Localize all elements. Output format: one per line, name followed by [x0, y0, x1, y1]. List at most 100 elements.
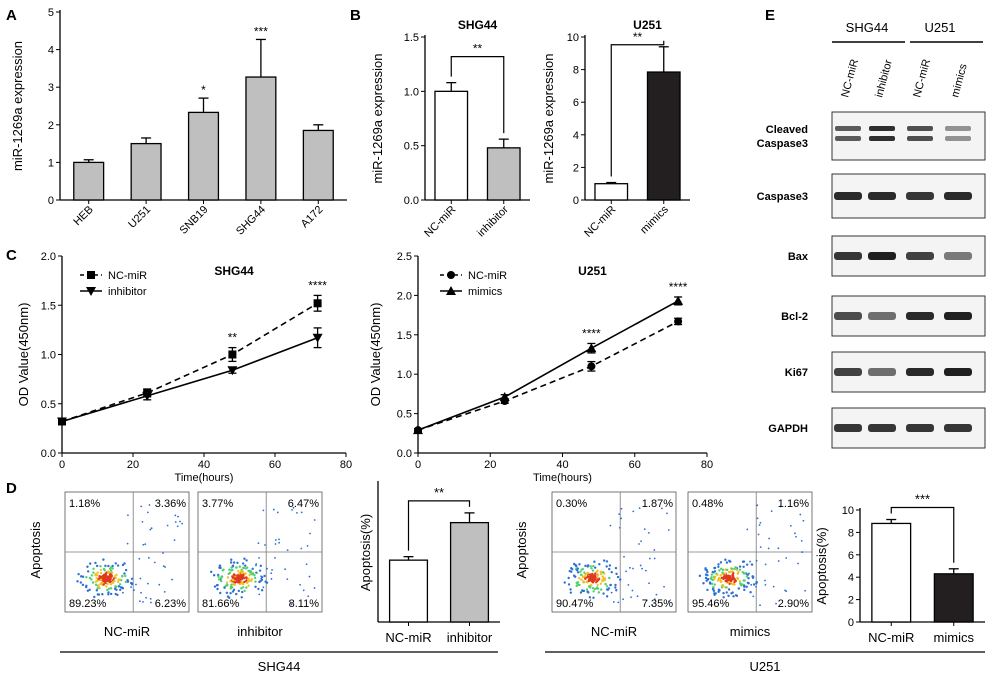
flow-event — [801, 551, 804, 554]
protein-band — [834, 424, 862, 432]
significance-bracket — [450, 56, 505, 134]
flow-event — [797, 562, 799, 565]
legend-label: NC-miR — [108, 270, 147, 282]
series-line — [417, 300, 679, 431]
lane-label: NC-miR — [911, 58, 933, 99]
flow-event — [181, 522, 183, 525]
flow-event — [245, 566, 249, 569]
flow-event — [284, 568, 287, 571]
marker-circle — [447, 271, 455, 279]
flow-event — [124, 568, 128, 572]
x-axis-label: Time(hours) — [175, 472, 234, 484]
flow-event — [732, 572, 735, 575]
legend-label: NC-miR — [468, 270, 507, 282]
flow-event — [736, 576, 739, 580]
y-tick-label: 0 — [848, 617, 854, 629]
flow-event — [593, 574, 596, 577]
y-tick-label: 0 — [573, 195, 579, 207]
flow-event — [107, 587, 111, 590]
quadrant-value-upper-left: 0.48% — [692, 498, 723, 510]
flow-event — [118, 583, 122, 586]
flow-event — [113, 579, 116, 583]
flow-event — [627, 583, 630, 586]
flow-event — [579, 573, 583, 576]
flow-event — [102, 567, 106, 571]
quadrant-value-upper-left: 1.18% — [69, 498, 100, 510]
flow-event — [717, 590, 720, 594]
flow-event — [710, 573, 713, 576]
flow-event — [712, 585, 715, 589]
flow-event — [97, 584, 100, 587]
y-tick-label: 4 — [48, 45, 54, 57]
flow-event — [88, 588, 91, 591]
chart-A: 0 1 2 3 4 5 HEB U251 * SNB19 *** SHG44 A172 miR-1269a… — [10, 7, 347, 238]
marker-triangle-up — [413, 425, 423, 435]
y-tick-label: 1 — [48, 157, 54, 169]
flow-event — [260, 589, 264, 592]
flow-event — [704, 576, 708, 580]
flow-event — [738, 568, 742, 571]
y-tick-label: 1.5 — [41, 300, 56, 312]
flow-event — [102, 583, 105, 586]
flow-event — [94, 561, 97, 565]
flow-event — [98, 586, 101, 589]
flow-event — [104, 564, 107, 568]
flow-event — [126, 542, 129, 545]
flow-event — [601, 575, 604, 578]
flow-event — [243, 557, 246, 560]
flow-event — [109, 580, 112, 583]
x-tick-label: mimics — [934, 630, 975, 645]
flow-event — [247, 584, 250, 587]
flow-event — [756, 580, 758, 583]
flow-event — [239, 574, 242, 577]
flow-event — [81, 583, 85, 587]
flow-event — [717, 588, 721, 591]
flow-event — [747, 577, 750, 580]
x-tick-label: NC-miR — [582, 204, 618, 240]
flow-event — [616, 575, 620, 579]
protein-band — [944, 312, 972, 320]
flow-event — [216, 587, 219, 591]
y-axis-label: miR-1269a expression — [370, 53, 385, 183]
flow-event — [105, 576, 108, 580]
flow-event — [745, 575, 749, 578]
flow-event — [610, 570, 613, 574]
protein-band — [906, 424, 934, 432]
flow-event — [614, 583, 617, 587]
y-tick-label: 2 — [48, 120, 54, 132]
flow-event — [588, 596, 592, 599]
flow-event — [228, 571, 232, 574]
protein-label: Caspase3 — [757, 138, 808, 150]
flow-event — [138, 600, 141, 603]
protein-band — [868, 192, 896, 200]
flow-event — [146, 582, 149, 585]
y-tick-label: 0 — [48, 195, 54, 207]
flow-event — [578, 583, 581, 587]
flow-event — [644, 569, 647, 572]
protein-band — [906, 192, 934, 200]
flow-event — [605, 565, 608, 568]
panel-letter-d: D — [6, 480, 17, 497]
protein-band — [834, 252, 862, 260]
y-tick-label: 1.0 — [397, 369, 412, 381]
flow-event — [225, 591, 229, 595]
flow-event — [599, 572, 603, 576]
flow-event — [286, 578, 289, 581]
flow-event — [232, 561, 236, 564]
flow-event — [95, 564, 99, 568]
flow-event — [767, 547, 770, 550]
flow-event — [153, 561, 156, 564]
flow-event — [230, 586, 234, 589]
chart-title: SHG44 — [214, 264, 254, 278]
flow-event — [124, 574, 127, 578]
chart-title: SHG44 — [458, 18, 498, 32]
flow-event — [708, 582, 712, 585]
flow-event — [758, 524, 761, 526]
quadrant-value-lower-right: 8.11% — [289, 598, 320, 610]
flow-event — [567, 583, 571, 586]
flow-event — [245, 586, 248, 589]
flow-event — [584, 564, 587, 568]
flow-event — [238, 577, 242, 581]
flow-event — [291, 508, 293, 511]
flow-event — [163, 590, 166, 593]
